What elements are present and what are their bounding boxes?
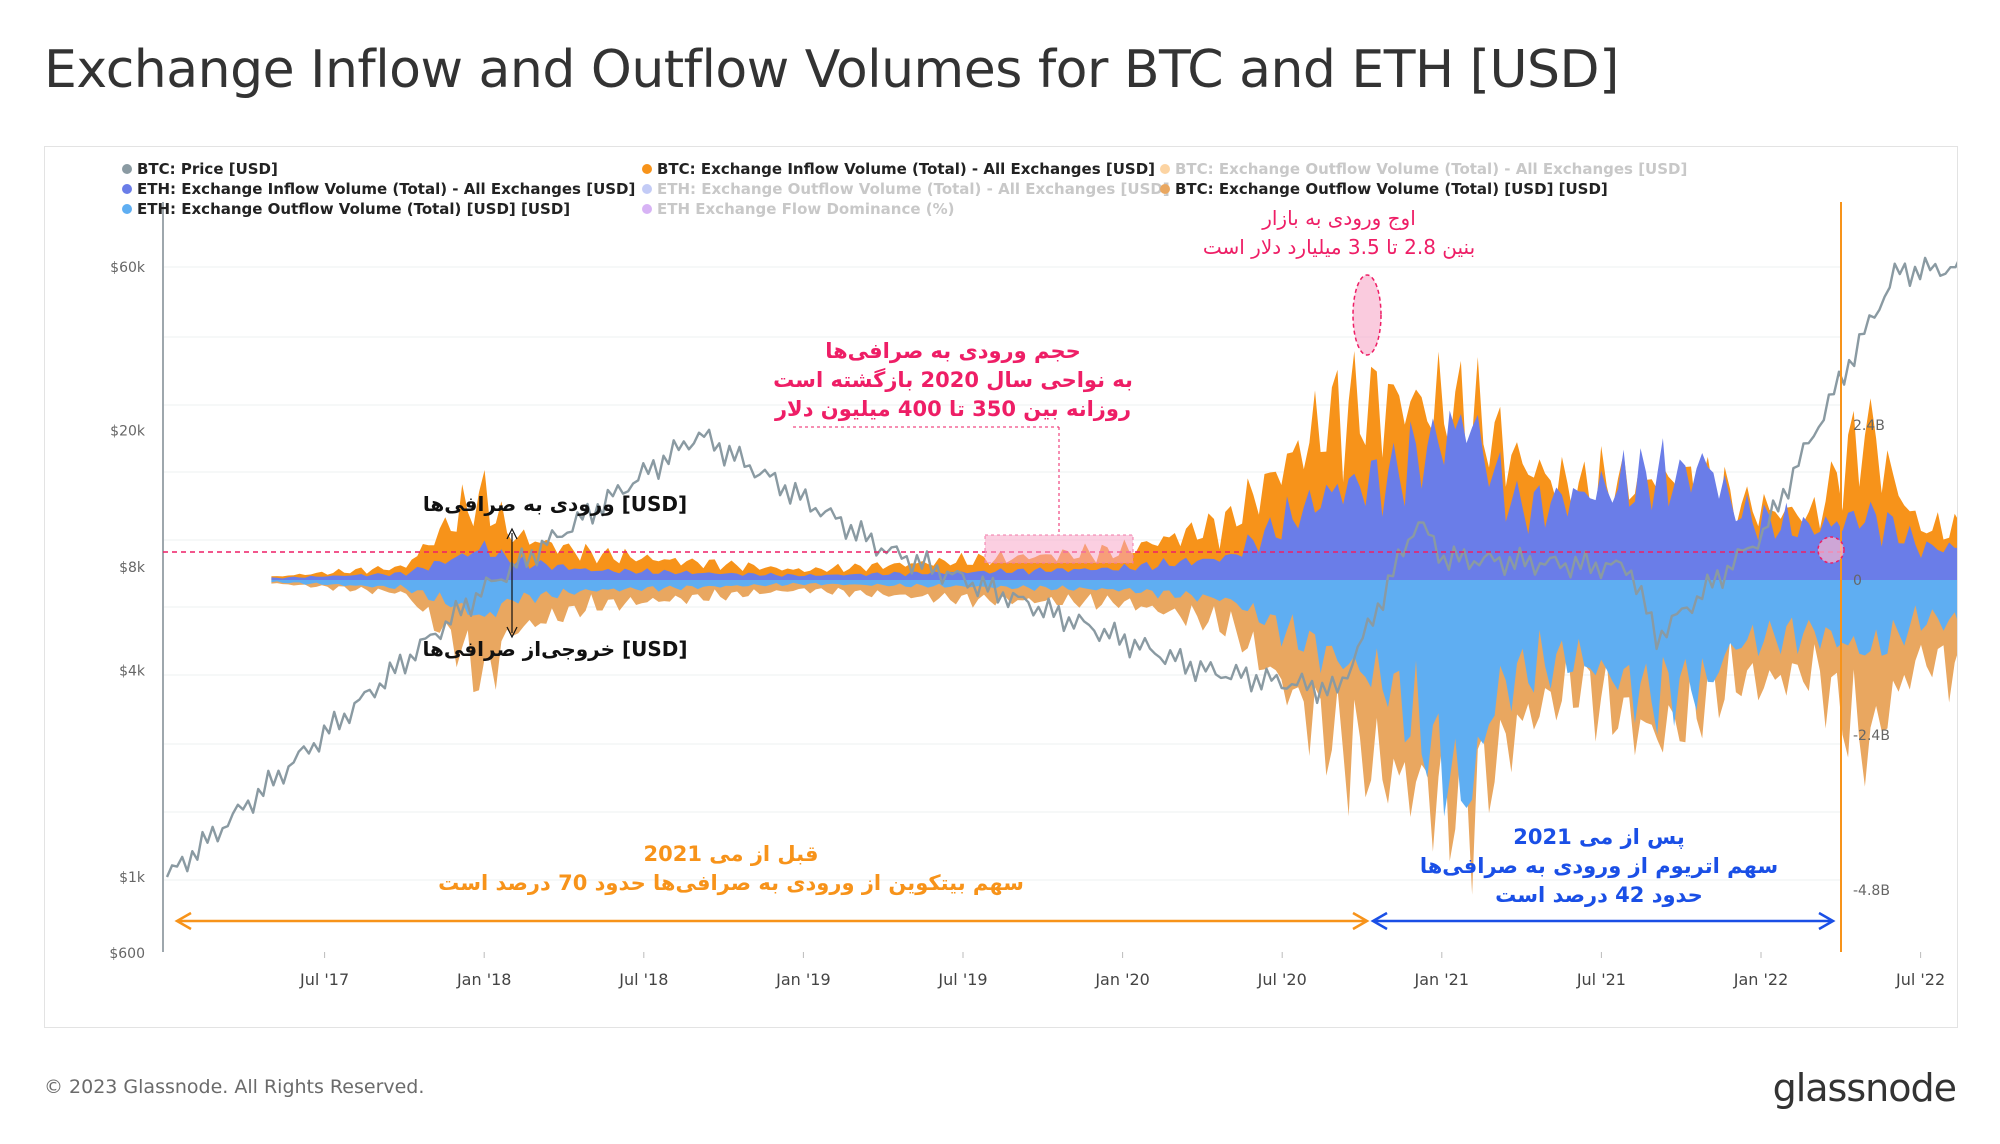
legend-marker: [642, 164, 652, 174]
chart-svg: $60k $20k $8k $4k $1k $600 2.4B 0 -2.4B -4.8B Jul …: [109, 160, 1957, 989]
chart-panel: $60k $20k $8k $4k $1k $600 2.4B 0 -2.4B -4.8B Jul …: [44, 146, 1958, 1028]
current-highlight: [1817, 536, 1845, 564]
x-tick-label: Jan '20: [1094, 970, 1150, 989]
y-right-tick-label: 2.4B: [1853, 418, 1885, 434]
x-tick-label: Jan '21: [1414, 970, 1470, 989]
eth-inflow-area: [271, 410, 1957, 580]
range-arrow-after-left: [1370, 911, 1388, 931]
copyright-text: © 2023 Glassnode. All Rights Reserved.: [44, 1076, 425, 1098]
range-arrow-after-right: [1818, 911, 1836, 931]
peak-highlight: [1352, 274, 1382, 356]
annotation-return-2: به نواحی سال 2020 بازگشته است: [773, 367, 1133, 392]
annotation-before-2: سهم بیتکوین از ورودی به صرافی‌ها حدود 70…: [438, 871, 1024, 895]
x-tick-label: Jul '20: [1257, 970, 1307, 989]
annotation-after-2: سهم اتریوم از ورودی به صرافی‌ها: [1420, 854, 1778, 878]
legend-label: BTC: Exchange Outflow Volume (Total) - A…: [1175, 160, 1687, 178]
arrow-down-head: [506, 626, 518, 639]
y-left-tick-label: $600: [109, 946, 145, 962]
legend-marker: [122, 164, 132, 174]
legend-label: ETH: Exchange Outflow Volume (Total) [US…: [137, 200, 570, 218]
x-tick-label: Jul '19: [937, 970, 987, 989]
y-right-tick-label: 0: [1853, 573, 1862, 589]
legend-marker: [642, 204, 652, 214]
brand-logo[interactable]: glassnode: [1772, 1066, 1957, 1110]
annotation-before-1: قبل از می 2021: [644, 842, 819, 866]
legend-label: ETH: Exchange Inflow Volume (Total) - Al…: [137, 180, 635, 198]
legend-label: ETH Exchange Flow Dominance (%): [657, 200, 955, 218]
y-right-tick-label: -2.4B: [1853, 728, 1890, 744]
highlight-box-2020: [984, 534, 1134, 564]
legend-marker: [122, 204, 132, 214]
legend-marker: [1160, 164, 1170, 174]
x-tick-label: Jan '22: [1733, 970, 1789, 989]
annotation-return-3: روزانه بین 350 تا 400 میلیون دلار: [774, 397, 1131, 421]
legend[interactable]: BTC: Price [USD] BTC: Exchange Inflow Vol…: [122, 160, 1687, 218]
y-left-tick-label: $8k: [119, 560, 146, 576]
page-title: Exchange Inflow and Outflow Volumes for …: [44, 40, 1619, 100]
x-tick-label: Jan '18: [456, 970, 512, 989]
x-tick-label: Jan '19: [775, 970, 831, 989]
arrow-up-head: [506, 527, 518, 540]
eth-outflow-area: [271, 580, 1957, 817]
range-arrow-before-right: [1352, 911, 1370, 931]
data-areas: [271, 351, 1957, 895]
x-tick-label: Jul '22: [1895, 970, 1945, 989]
annotation-return-1: حجم ورودی به صرافی‌ها: [825, 339, 1081, 363]
legend-marker: [122, 184, 132, 194]
price-layer: [165, 256, 1957, 878]
annotation-after-1: پس از می 2021: [1513, 825, 1685, 849]
y-left-tick-label: $4k: [119, 663, 146, 679]
annotation-after-3: حدود 42 درصد است: [1495, 883, 1703, 907]
y-left-tick-label: $1k: [119, 870, 146, 886]
x-tick-label: Jul '17: [299, 970, 349, 989]
x-tick-label: Jul '18: [618, 970, 668, 989]
legend-marker: [1160, 184, 1170, 194]
legend-label: BTC: Exchange Inflow Volume (Total) - Al…: [657, 160, 1155, 178]
annotations: اوج ورودی به بازار بنین 2.8 تا 3.5 میلیار…: [163, 206, 1845, 931]
y-left-tick-label: $20k: [110, 424, 146, 440]
axes: $60k $20k $8k $4k $1k $600 2.4B 0 -2.4B -4.8B Jul …: [109, 202, 1945, 989]
legend-marker: [642, 184, 652, 194]
legend-label: BTC: Exchange Outflow Volume (Total) [US…: [1175, 180, 1608, 198]
legend-label: BTC: Price [USD]: [137, 160, 278, 178]
annotation-outflow-label: خروجی‌از صرافی‌ها [USD]: [422, 637, 687, 661]
btc-price-line: [165, 256, 1957, 878]
annotation-peak-2: بنین 2.8 تا 3.5 میلیارد دلار است: [1203, 235, 1475, 259]
x-tick-label: Jul '21: [1576, 970, 1626, 989]
annotation-peak-1: اوج ورودی به بازار: [1261, 206, 1416, 230]
y-right-tick-label: -4.8B: [1853, 883, 1890, 899]
legend-label: ETH: Exchange Outflow Volume (Total) - A…: [657, 180, 1170, 198]
y-left-tick-label: $60k: [110, 260, 146, 276]
annotation-inflow-label: ورودی به صرافی‌ها [USD]: [423, 492, 687, 516]
range-arrow-before-left: [174, 911, 192, 931]
